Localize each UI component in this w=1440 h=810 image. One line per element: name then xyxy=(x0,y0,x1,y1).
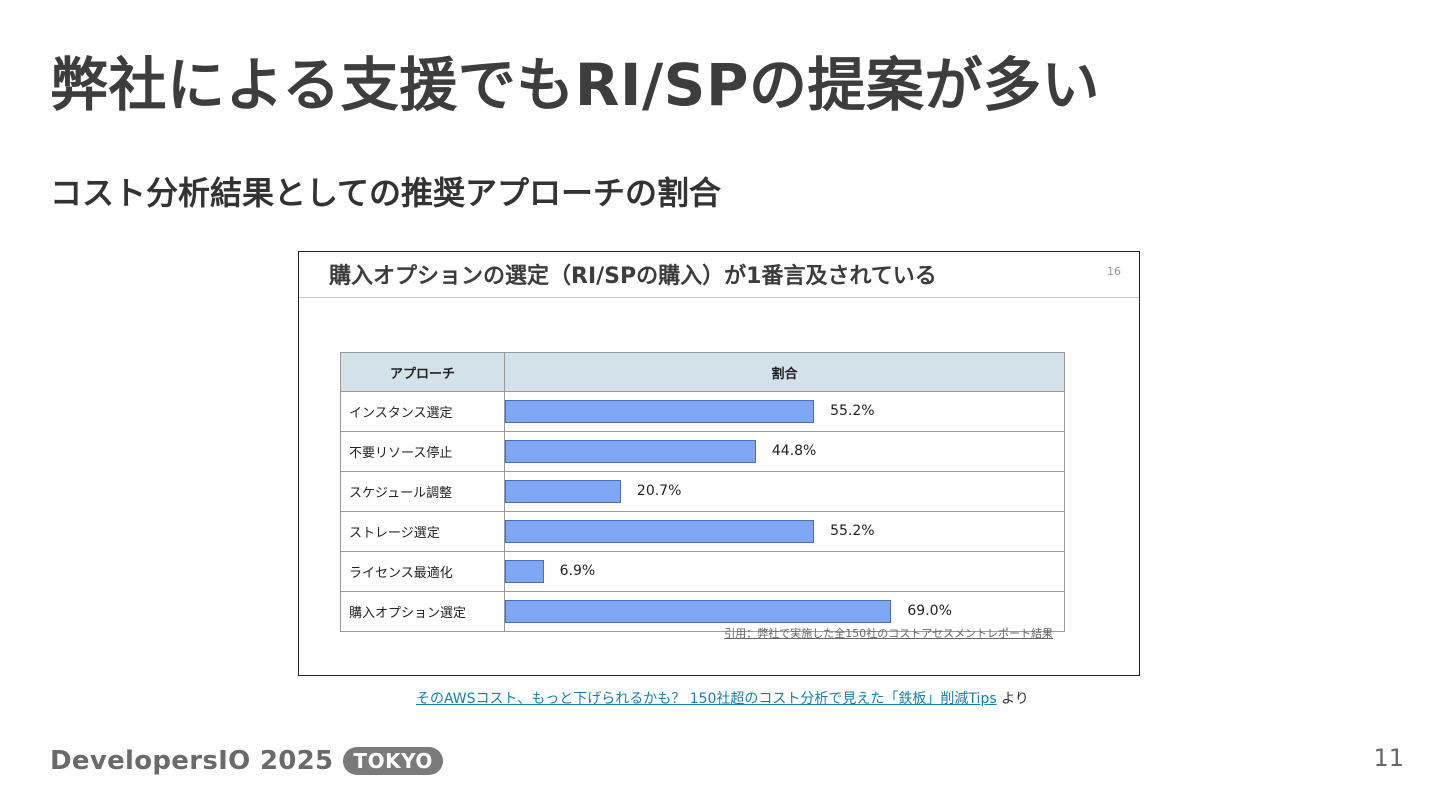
bar-cell: 20.7% xyxy=(504,471,1065,512)
brand-badge: TOKYO xyxy=(343,747,443,775)
embedded-slide-figure: 購入オプションの選定（RI/SPの購入）が1番言及されている 16 アプローチ … xyxy=(298,251,1140,676)
approach-ratio-table: アプローチ 割合 インスタンス選定 55.2% 不要リソース停止 44.8% スケジュー… xyxy=(340,352,1065,632)
bar-cell: 55.2% xyxy=(504,391,1065,432)
bar-cell: 6.9% xyxy=(504,551,1065,592)
table-row: ライセンス最適化 6.9% xyxy=(340,551,1065,592)
source-line: そのAWSコスト、もっと下げられるかも？ 150社超のコスト分析で見えた「鉄板」… xyxy=(416,688,1029,708)
column-header-ratio: 割合 xyxy=(504,352,1065,392)
bar xyxy=(505,560,544,583)
category-label: インスタンス選定 xyxy=(340,391,505,432)
source-link[interactable]: そのAWSコスト、もっと下げられるかも？ 150社超のコスト分析で見えた「鉄板」… xyxy=(416,691,997,707)
page-number: 11 xyxy=(1373,744,1404,772)
bar-value-label: 55.2% xyxy=(830,523,875,539)
figure-title: 購入オプションの選定（RI/SPの購入）が1番言及されている xyxy=(329,264,937,289)
bar xyxy=(505,440,756,463)
table-row: 購入オプション選定 69.0% xyxy=(340,591,1065,632)
bar-value-label: 20.7% xyxy=(636,483,682,499)
source-suffix: より xyxy=(1001,691,1029,707)
category-label: 購入オプション選定 xyxy=(340,591,505,632)
bar-value-label: 6.9% xyxy=(559,563,596,579)
bar xyxy=(505,600,892,623)
category-label: 不要リソース停止 xyxy=(340,431,505,472)
category-label: ライセンス最適化 xyxy=(340,551,505,592)
table-row: インスタンス選定 55.2% xyxy=(340,391,1065,432)
slide-subtitle: コスト分析結果としての推奨アプローチの割合 xyxy=(50,174,722,212)
table-row: 不要リソース停止 44.8% xyxy=(340,431,1065,472)
figure-citation: 引用：弊社で実施した全150社のコストアセスメントレポート結果 xyxy=(724,627,1053,640)
slide-title: 弊社による支援でもRI/SPの提案が多い xyxy=(50,51,1100,119)
table-header-row: アプローチ 割合 xyxy=(340,352,1065,392)
table-row: スケジュール調整 20.7% xyxy=(340,471,1065,512)
figure-page-number: 16 xyxy=(1107,265,1121,278)
figure-header: 購入オプションの選定（RI/SPの購入）が1番言及されている 16 xyxy=(299,252,1139,298)
bar-cell: 44.8% xyxy=(504,431,1065,472)
bar-value-label: 55.2% xyxy=(830,403,875,419)
table-body: インスタンス選定 55.2% 不要リソース停止 44.8% スケジュール調整 20.7% ス… xyxy=(340,391,1065,632)
bar-value-label: 69.0% xyxy=(907,603,952,619)
bar-cell: 55.2% xyxy=(504,511,1065,552)
brand-footer: DevelopersIO 2025 TOKYO xyxy=(50,744,443,778)
table-row: ストレージ選定 55.2% xyxy=(340,511,1065,552)
column-header-approach: アプローチ xyxy=(340,352,505,392)
bar-cell: 69.0% xyxy=(504,591,1065,632)
category-label: スケジュール調整 xyxy=(340,471,505,512)
bar-value-label: 44.8% xyxy=(771,443,817,459)
brand-logo-text: DevelopersIO 2025 xyxy=(50,746,334,776)
bar xyxy=(505,400,815,423)
category-label: ストレージ選定 xyxy=(340,511,505,552)
bar xyxy=(505,520,815,543)
bar xyxy=(505,480,621,503)
